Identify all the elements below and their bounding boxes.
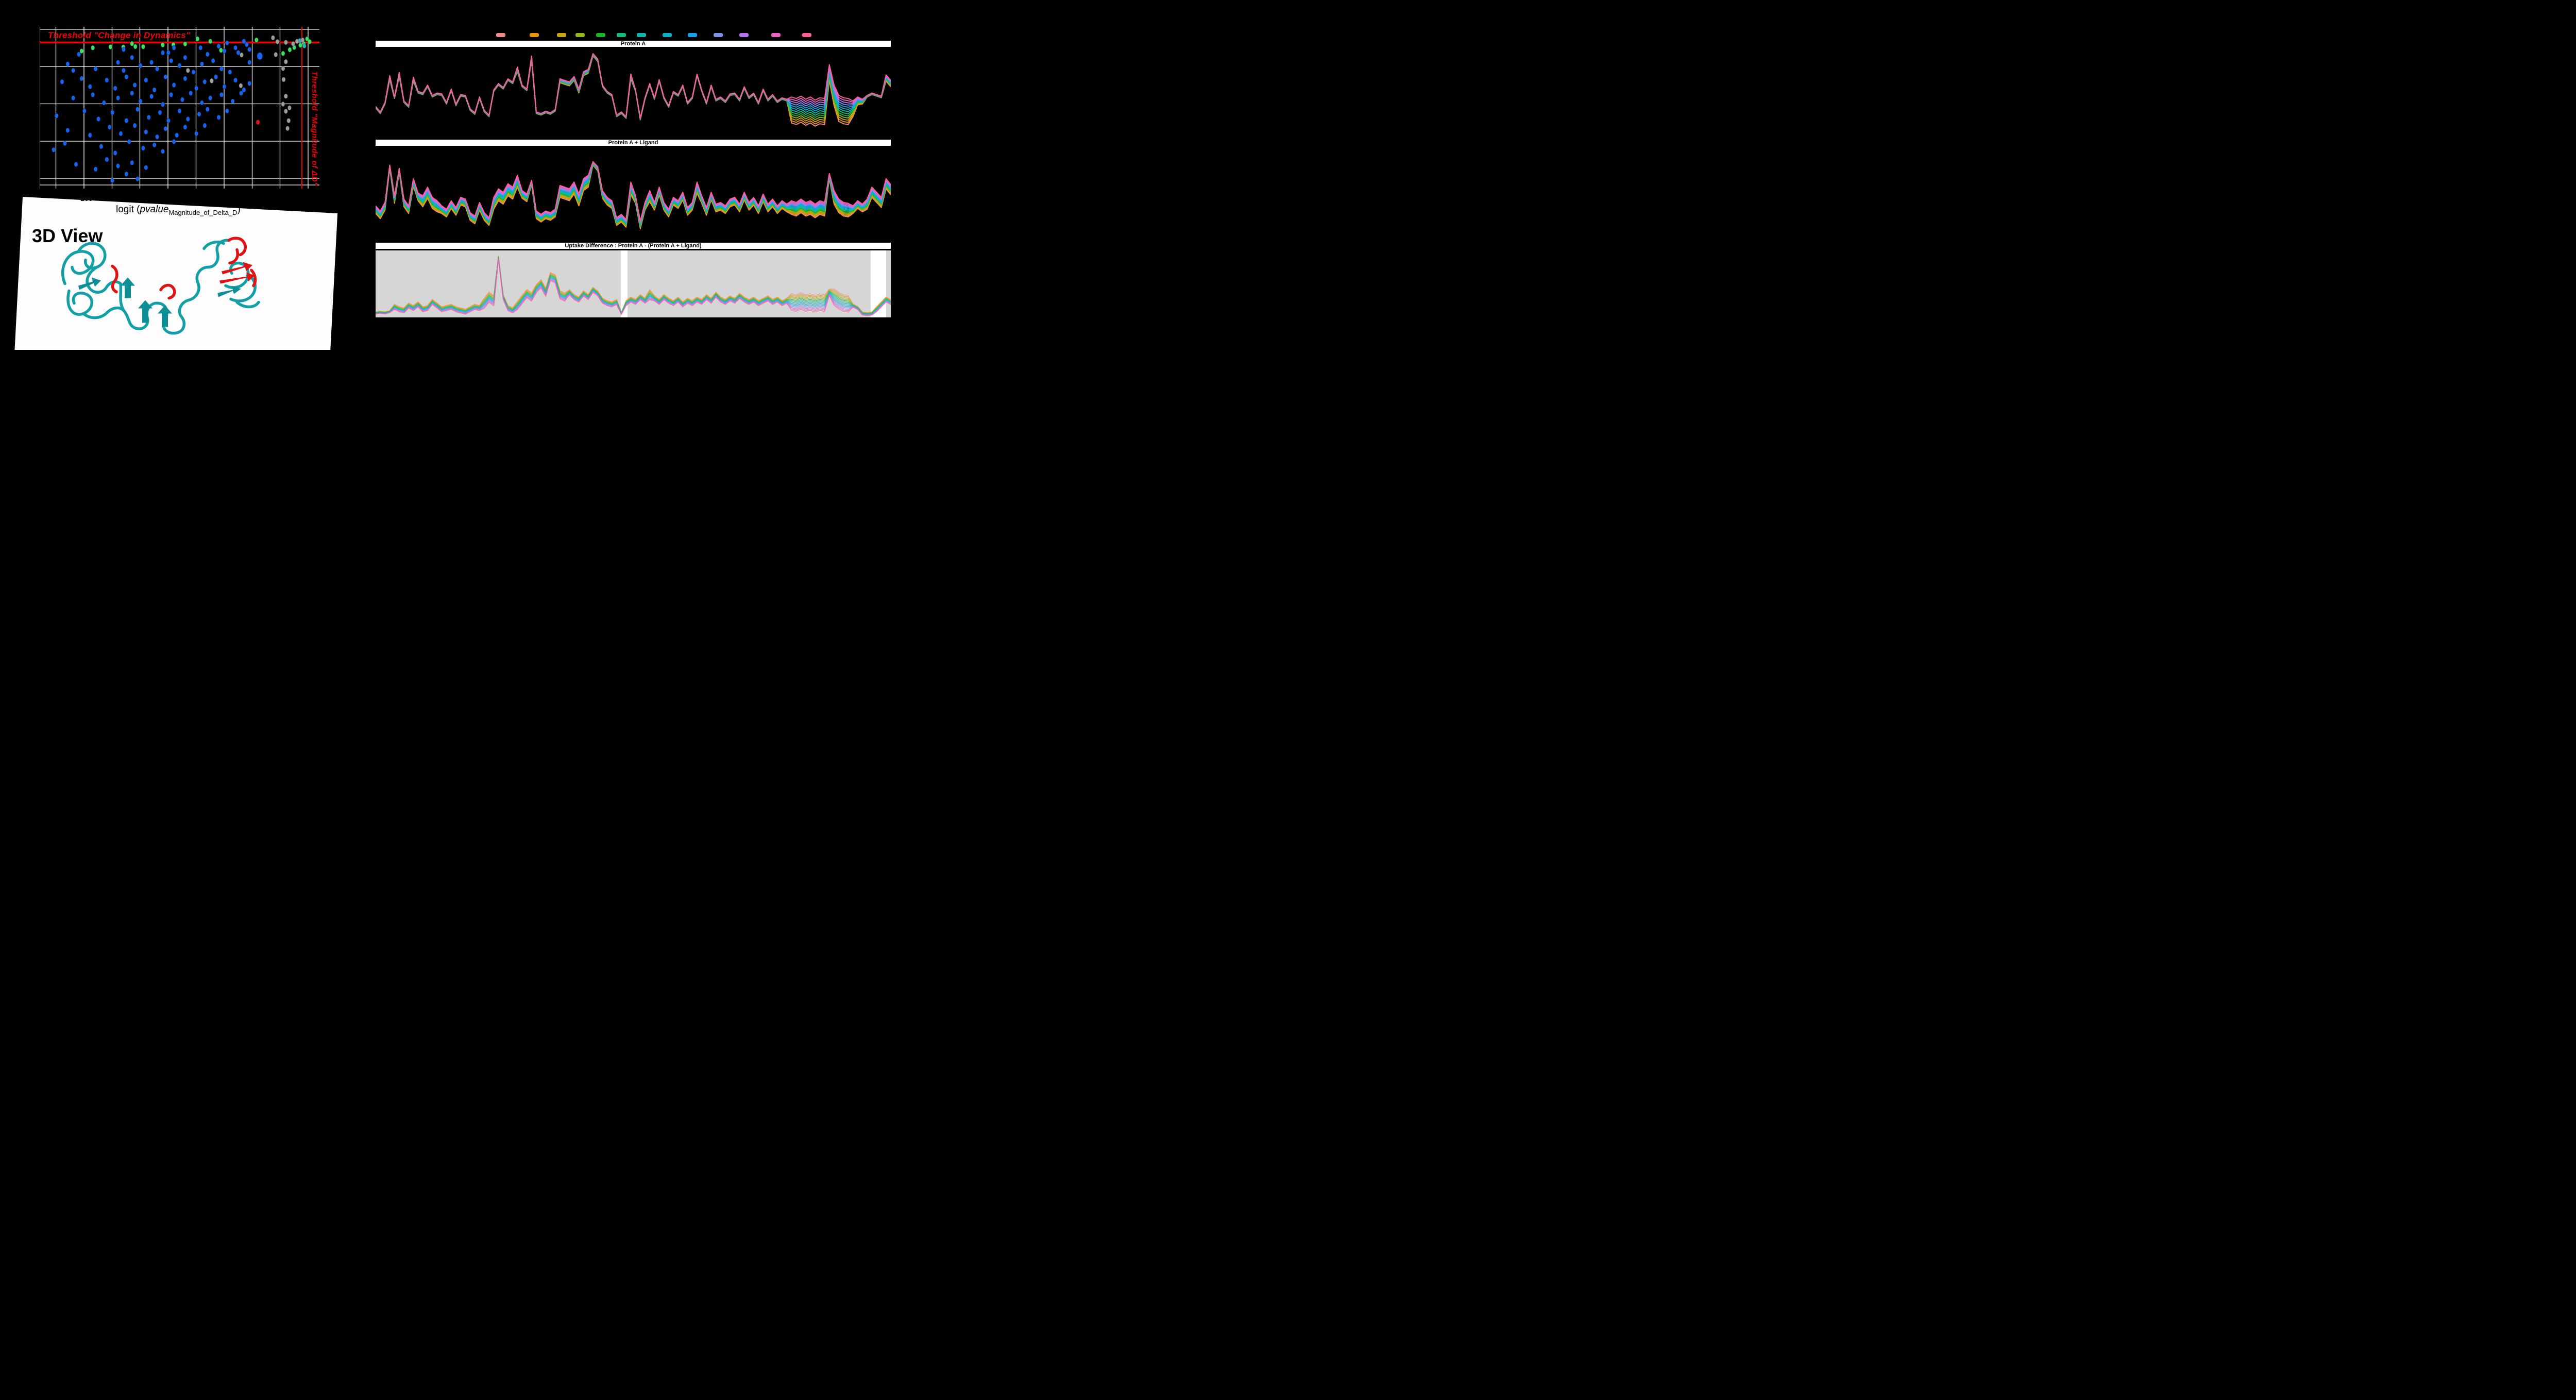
chart-title-protein-a-ligand: Protein A + Ligand — [376, 140, 891, 147]
legend-swatch-6[interactable] — [617, 33, 626, 37]
threshold-magnitude-label: Threshold "Magnitude of ΔD" — [310, 71, 319, 186]
ribbon-teal — [61, 239, 260, 335]
highlight-red-segments — [111, 237, 257, 300]
legend-swatch-1[interactable] — [496, 33, 505, 37]
legend-swatch-2[interactable] — [530, 33, 539, 37]
legend-swatch-7[interactable] — [637, 33, 646, 37]
volcano-plot[interactable] — [40, 27, 319, 189]
legend-swatch-12[interactable] — [771, 33, 781, 37]
dashboard: Threshold "Change in Dynamics" Threshold… — [0, 0, 913, 350]
uptake-difference-chart[interactable] — [376, 250, 891, 317]
volcano-plot-panel: Threshold "Change in Dynamics" Threshold… — [40, 27, 319, 189]
highlight-red-arrows — [219, 262, 255, 284]
chart-title-protein-a: Protein A — [376, 41, 891, 48]
threshold-change-in-dynamics-label: Threshold "Change in Dynamics" — [48, 30, 191, 40]
legend-swatch-9[interactable] — [688, 33, 697, 37]
x-tick-minus-200: −200 — [76, 194, 93, 203]
legend-swatch-11[interactable] — [739, 33, 749, 37]
volcano-x-axis-title: logit (pvalueMagnitude_of_Delta_D) — [116, 204, 241, 216]
uptake-chart-protein-a[interactable] — [376, 47, 891, 134]
legend-swatch-8[interactable] — [663, 33, 672, 37]
legend-swatch-5[interactable] — [596, 33, 605, 37]
uptake-chart-protein-a-ligand[interactable] — [376, 146, 891, 233]
protein-structure[interactable] — [52, 236, 273, 350]
chart-title-uptake-difference: Uptake Difference : Protein A - (Protein… — [376, 243, 891, 250]
beta-sheet-arrows — [78, 277, 241, 327]
legend-swatch-3[interactable] — [557, 33, 566, 37]
legend-swatch-4[interactable] — [575, 33, 585, 37]
x-tick-minus-100: −100 — [132, 195, 149, 203]
legend-swatch-13[interactable] — [802, 33, 811, 37]
legend-swatch-10[interactable] — [714, 33, 723, 37]
